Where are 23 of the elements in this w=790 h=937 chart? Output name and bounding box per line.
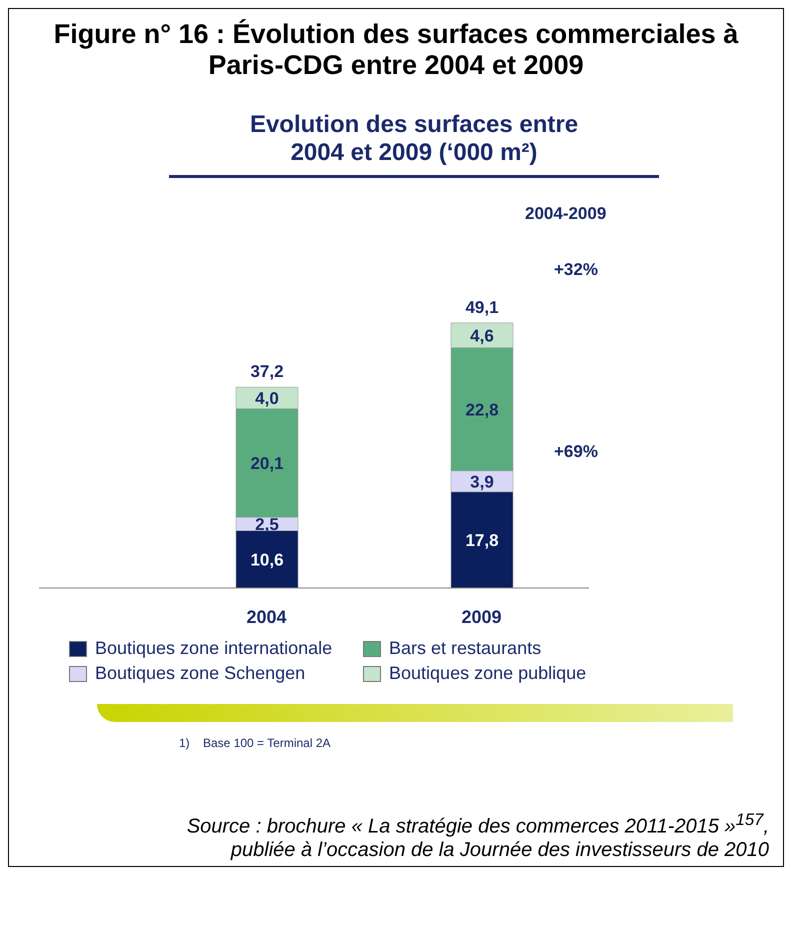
data-label: 4,0 <box>255 388 279 408</box>
data-label: 22,8 <box>465 400 499 420</box>
x-tick-label: 2004 <box>246 606 287 627</box>
total-label: 37,2 <box>250 362 284 382</box>
annotation: +69% <box>554 442 598 462</box>
data-label: 20,1 <box>250 454 284 473</box>
text: 2004-2009 <box>525 204 608 224</box>
x-tick-label: 2009 <box>461 606 502 627</box>
total-label: 49,1 <box>465 298 499 317</box>
legend-label: Boutiques zone Schengen <box>95 663 306 684</box>
data-label: 4,6 <box>470 326 494 346</box>
data-label: 17,8 <box>465 530 499 550</box>
chart-title: Figure n° 16 : Évolution des surfaces commerciales à Paris-CDG entre 2004 et 2009 <box>52 18 740 81</box>
data-label: 3,9 <box>470 472 494 492</box>
data-label: 2,5 <box>255 515 279 534</box>
legend-label: Boutiques zone internationale <box>95 638 332 659</box>
text: 1) Base 100 = Terminal 2A <box>179 736 332 750</box>
data-label: 10,6 <box>250 550 284 570</box>
legend-label: Boutiques zone publique <box>389 663 586 684</box>
source-note: Source : brochure « La stratégie des commerces 2011-2015 »$^{157}$, publiée à l’occasion de la Journée des investisseurs de 2010 <box>186 810 769 862</box>
legend-label: Bars et restaurants <box>389 638 542 659</box>
chart-subtitle: Evolution des surfaces entre 2004 et 2009 (‘000 m²) <box>169 111 659 178</box>
text: +32% <box>554 260 598 280</box>
